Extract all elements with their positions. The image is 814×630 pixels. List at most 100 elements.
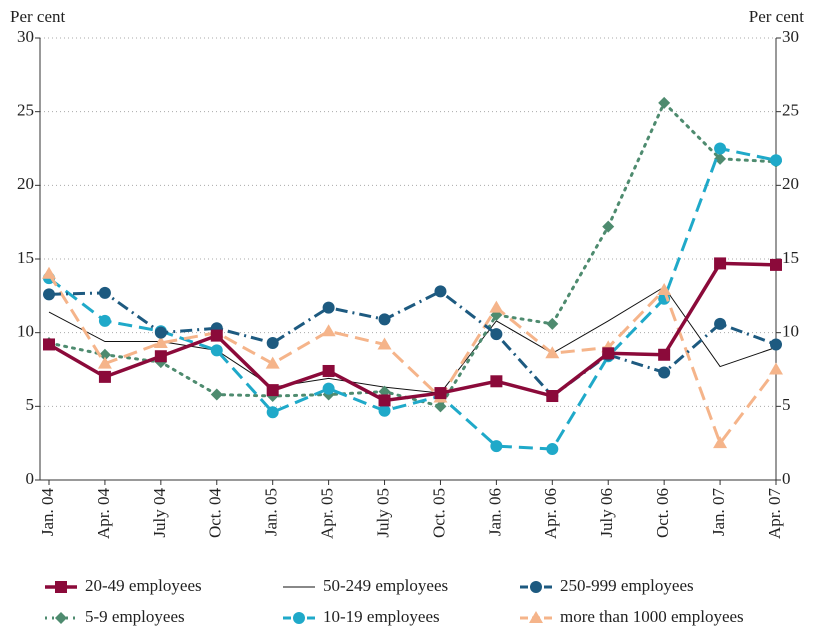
legend-item: 10-19 employees — [283, 607, 440, 626]
y-tick-label: 25 — [17, 101, 34, 120]
legend-label: 10-19 employees — [323, 607, 440, 626]
marker — [714, 317, 727, 330]
marker — [529, 611, 543, 623]
marker — [266, 336, 279, 349]
marker — [546, 390, 559, 403]
marker — [266, 406, 279, 419]
marker — [98, 370, 111, 383]
legend-item: 250-999 employees — [520, 576, 694, 595]
x-tick-label: Jan. 06 — [485, 488, 504, 536]
marker — [714, 142, 727, 155]
marker — [434, 285, 447, 298]
marker — [434, 387, 447, 400]
y2-tick-label: 30 — [782, 27, 799, 46]
series-line — [48, 286, 777, 394]
y2-tick-label: 20 — [782, 174, 799, 193]
legend-item: 5-9 employees — [45, 607, 185, 626]
marker — [602, 220, 615, 233]
marker — [266, 384, 279, 397]
marker — [658, 96, 671, 109]
y2-tick-label: 15 — [782, 248, 799, 267]
series-line — [47, 100, 778, 409]
marker — [97, 356, 112, 369]
y-axis-label: Per cent — [10, 7, 66, 26]
marker — [713, 436, 728, 449]
legend-item: 50-249 employees — [283, 576, 448, 595]
legend-item: more than 1000 employees — [520, 607, 744, 626]
y2-tick-label: 5 — [782, 395, 791, 414]
x-tick-label: Jan. 07 — [709, 488, 728, 537]
marker — [546, 443, 559, 456]
marker — [770, 338, 782, 351]
marker — [210, 388, 223, 401]
legend-label: 250-999 employees — [560, 576, 694, 595]
marker — [378, 394, 391, 407]
marker — [98, 286, 111, 299]
marker — [602, 347, 615, 360]
x-tick-label: Jan. 05 — [262, 488, 281, 536]
marker — [55, 612, 67, 624]
marker — [770, 154, 782, 167]
marker — [210, 344, 223, 357]
y-tick-label: 15 — [17, 248, 34, 267]
marker — [153, 335, 168, 348]
series-line — [48, 289, 777, 399]
x-tick-label: Apr. 04 — [94, 488, 113, 540]
marker — [210, 329, 223, 342]
marker — [769, 362, 783, 375]
legend-label: 20-49 employees — [85, 576, 202, 595]
x-tick-label: July 04 — [150, 488, 169, 538]
marker — [490, 440, 503, 453]
marker — [658, 366, 671, 379]
series-line — [48, 146, 777, 451]
marker — [265, 356, 280, 369]
y-tick-label: 10 — [17, 322, 34, 341]
y-tick-label: 30 — [17, 27, 34, 46]
x-tick-label: Apr. 05 — [318, 488, 337, 539]
marker — [43, 338, 55, 351]
y2-tick-label: 10 — [782, 322, 799, 341]
legend-label: more than 1000 employees — [560, 607, 744, 626]
marker — [490, 375, 503, 388]
marker — [322, 364, 335, 377]
legend-item: 20-49 employees — [45, 576, 202, 595]
x-tick-label: Oct. 04 — [206, 488, 225, 539]
marker — [378, 404, 391, 417]
marker — [545, 346, 560, 359]
marker — [322, 382, 335, 395]
marker — [378, 313, 391, 326]
marker — [55, 581, 67, 593]
x-tick-label: July 05 — [373, 488, 392, 538]
y2-tick-label: 25 — [782, 101, 799, 120]
marker — [321, 324, 336, 337]
marker — [770, 258, 782, 271]
marker — [154, 350, 167, 363]
marker — [714, 257, 727, 270]
marker — [657, 282, 672, 295]
marker — [98, 314, 111, 327]
marker — [546, 317, 559, 330]
marker — [43, 288, 55, 301]
x-tick-label: July 06 — [597, 488, 616, 538]
marker — [322, 301, 335, 314]
x-tick-label: Oct. 06 — [653, 488, 672, 538]
x-tick-label: Jan. 04 — [38, 488, 57, 537]
marker — [658, 348, 671, 361]
y-tick-label: 0 — [26, 469, 35, 488]
marker — [530, 581, 542, 593]
marker — [489, 300, 504, 313]
x-tick-label: Apr. 06 — [541, 488, 560, 539]
marker — [154, 326, 167, 339]
y2-tick-label: 0 — [782, 469, 791, 488]
marker — [434, 400, 447, 413]
marker — [714, 152, 727, 165]
marker — [377, 337, 392, 350]
marker — [293, 612, 305, 624]
marker — [42, 266, 56, 279]
legend-label: 5-9 employees — [85, 607, 185, 626]
legend-label: 50-249 employees — [323, 576, 448, 595]
x-tick-label: Apr. 07 — [765, 488, 784, 540]
y2-axis-label: Per cent — [749, 7, 805, 26]
y-tick-label: 20 — [17, 174, 34, 193]
